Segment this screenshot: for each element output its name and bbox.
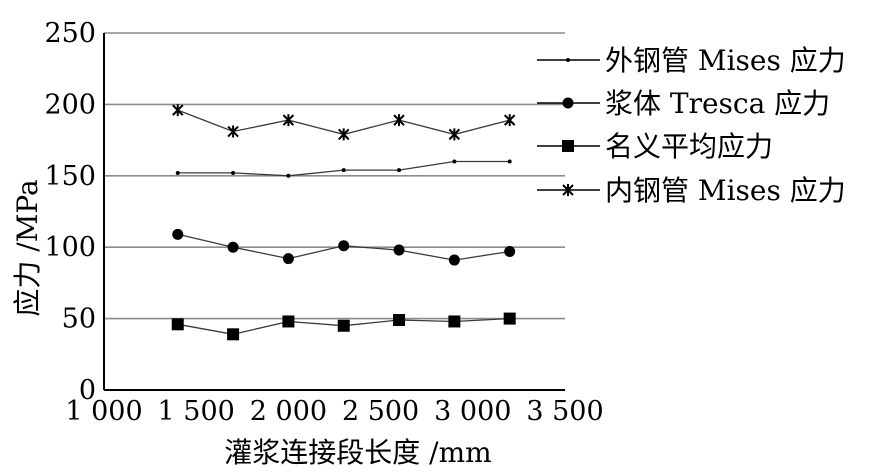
series-3-point-1 <box>227 125 239 138</box>
series-1-point-2 <box>282 253 294 265</box>
x-tick-label-4: 3 000 <box>434 396 511 427</box>
series-3-point-3 <box>338 128 350 141</box>
series-2-point-4 <box>393 314 406 327</box>
axes <box>103 33 565 391</box>
x-tick-label-2: 2 000 <box>250 396 327 427</box>
series-0-point-3 <box>341 168 346 173</box>
series-0-point-2 <box>286 173 291 178</box>
x-axis-label: 灌浆连接段长度 /mm <box>224 436 491 469</box>
x-tick-label-1: 1 500 <box>158 396 235 427</box>
series-2-point-3 <box>337 319 350 332</box>
series-1-point-3 <box>338 240 350 252</box>
series-2-point-6 <box>503 312 516 325</box>
series-1-point-6 <box>504 245 516 257</box>
y-tick-label-5: 250 <box>44 18 96 49</box>
legend-marker-0 <box>566 58 570 62</box>
series-0-point-5 <box>452 159 457 164</box>
series-3-point-6 <box>503 114 516 127</box>
gridlines <box>104 32 565 320</box>
y-tick-label-0: 0 <box>79 375 96 406</box>
x-tick-label-0: 1 000 <box>65 396 142 427</box>
x-tick-label-3: 2 500 <box>342 396 419 427</box>
series-3-point-5 <box>448 128 461 141</box>
series-0-point-1 <box>231 170 236 175</box>
x-tick-label-5: 3 500 <box>526 396 603 427</box>
legend-marker-1 <box>562 97 574 109</box>
series-1-point-1 <box>227 241 239 253</box>
y-tick-label-2: 100 <box>44 232 96 263</box>
tick-labels: 0 50 100 150 200 250 1 000 1 500 2 000 2 500 3 000… <box>44 18 603 427</box>
y-tick-label-1: 50 <box>62 304 96 335</box>
y-axis-label: 应力 /MPa <box>11 179 44 316</box>
series-2-point-0 <box>171 318 184 331</box>
legend-marker-2 <box>562 140 574 152</box>
legend-label-0: 外钢管 Mises 应力 <box>605 44 846 77</box>
y-tick-label-3: 150 <box>44 161 96 192</box>
legend-label-3: 内钢管 Mises 应力 <box>605 174 846 207</box>
series-1-point-5 <box>448 254 460 266</box>
series-2-point-2 <box>282 315 295 328</box>
legend-label-2: 名义平均应力 <box>605 130 773 163</box>
series-2-point-5 <box>448 315 461 328</box>
series-1-point-4 <box>393 244 405 256</box>
series-3-point-0 <box>172 104 184 117</box>
y-tick-label-4: 200 <box>44 89 96 120</box>
series-3-point-4 <box>393 114 405 127</box>
series-0-point-6 <box>507 159 512 164</box>
series-group <box>171 104 516 341</box>
legend-label-1: 浆体 Tresca 应力 <box>605 87 830 120</box>
series-0-point-0 <box>175 170 180 175</box>
legend-marker-3 <box>562 184 574 196</box>
series-2-point-1 <box>227 328 240 341</box>
series-3-point-2 <box>282 114 295 127</box>
series-1-point-0 <box>172 228 184 240</box>
series-0-point-4 <box>397 168 402 173</box>
